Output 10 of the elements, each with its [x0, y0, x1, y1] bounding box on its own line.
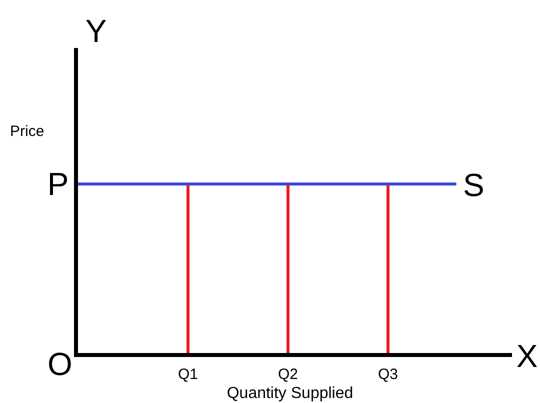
x-tick-label: Q1	[178, 366, 198, 383]
y-axis-title: Price	[10, 123, 44, 140]
text: X	[516, 338, 538, 374]
text: P	[47, 166, 69, 202]
ref-line-label: S	[463, 167, 484, 203]
x-tick-label: Q3	[378, 366, 398, 383]
x-axis-title: Quantity Supplied	[226, 385, 354, 402]
text: Y	[85, 13, 107, 49]
text: O	[48, 346, 72, 382]
x-tick-label: Q2	[278, 366, 298, 383]
